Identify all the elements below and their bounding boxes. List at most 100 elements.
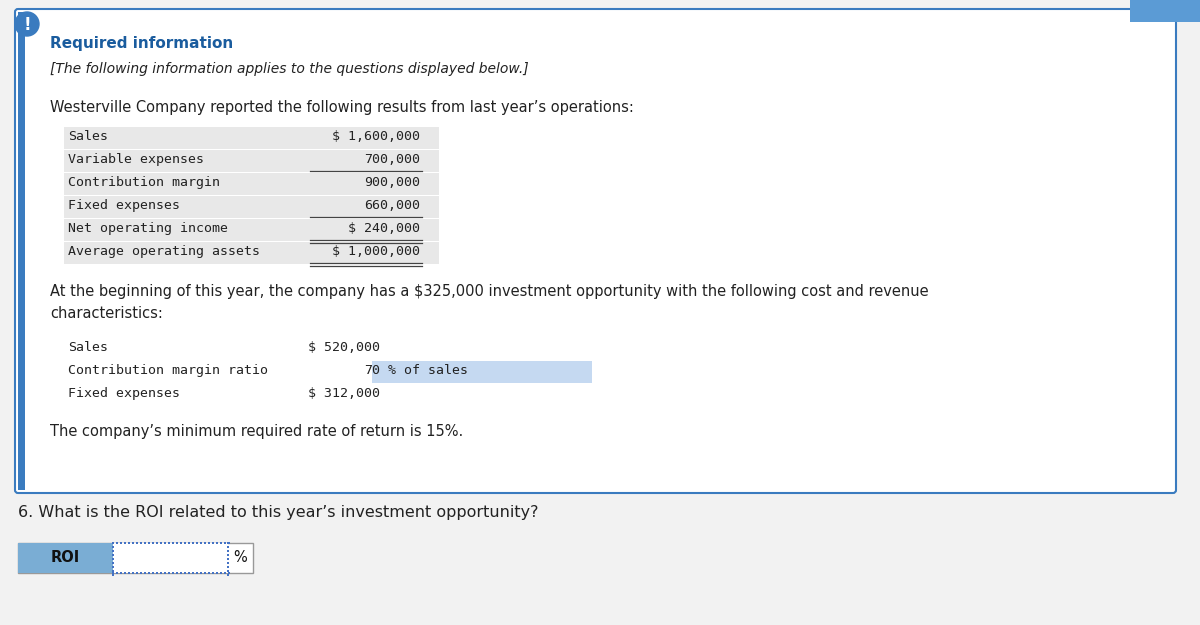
Text: ROI: ROI (50, 551, 80, 566)
Point (103, 566, 122, 576)
Text: Fixed expenses: Fixed expenses (68, 387, 180, 400)
Point (132, 568, 151, 578)
Point (103, 550, 122, 560)
Point (175, 568, 194, 578)
Point (204, 538, 223, 548)
Point (156, 538, 175, 548)
Point (112, 568, 131, 578)
Point (218, 558, 238, 568)
Bar (64, 219, 439, 241)
Point (184, 538, 203, 548)
Point (184, 568, 203, 578)
Point (151, 568, 170, 578)
Point (196, 568, 215, 578)
Point (168, 568, 187, 578)
Point (204, 568, 223, 578)
Point (180, 568, 199, 578)
Point (218, 538, 238, 548)
Point (187, 568, 206, 578)
FancyBboxPatch shape (14, 9, 1176, 493)
Text: Net operating income: Net operating income (68, 222, 228, 235)
Bar (64, 173, 439, 195)
Text: 700,000: 700,000 (364, 153, 420, 166)
Point (144, 568, 163, 578)
Text: 6. What is the ROI related to this year’s investment opportunity?: 6. What is the ROI related to this year’… (18, 505, 539, 520)
Point (148, 568, 167, 578)
Point (108, 568, 127, 578)
Point (156, 568, 175, 578)
Point (108, 538, 127, 548)
Bar (64, 150, 439, 172)
Text: %: % (234, 551, 247, 566)
Point (211, 538, 230, 548)
Text: $ 240,000: $ 240,000 (348, 222, 420, 235)
Point (192, 568, 211, 578)
Point (103, 538, 122, 548)
Text: 70: 70 (364, 364, 380, 377)
Bar (64, 242, 439, 264)
Point (103, 568, 122, 578)
Text: The company’s minimum required rate of return is 15%.: The company’s minimum required rate of r… (50, 424, 463, 439)
Point (127, 538, 146, 548)
Bar (113, 543, 228, 573)
Text: characteristics:: characteristics: (50, 306, 163, 321)
Point (211, 568, 230, 578)
Text: Sales: Sales (68, 341, 108, 354)
Text: [The following information applies to the questions displayed below.]: [The following information applies to th… (50, 62, 529, 76)
Text: $ 312,000: $ 312,000 (308, 387, 380, 400)
Point (218, 546, 238, 556)
Point (115, 568, 134, 578)
Point (192, 538, 211, 548)
Point (112, 538, 131, 548)
Text: 660,000: 660,000 (364, 199, 420, 212)
Point (124, 538, 143, 548)
Point (163, 568, 182, 578)
Bar (372, 361, 592, 383)
Point (172, 538, 191, 548)
Text: 900,000: 900,000 (364, 176, 420, 189)
Bar (1130, 0, 1200, 22)
Text: $ 1,600,000: $ 1,600,000 (332, 130, 420, 143)
Point (218, 570, 238, 580)
Point (208, 538, 227, 548)
Point (220, 568, 239, 578)
Point (196, 538, 215, 548)
Text: Contribution margin: Contribution margin (68, 176, 220, 189)
Point (103, 542, 122, 552)
Point (139, 538, 158, 548)
Bar (18, 543, 113, 573)
Point (103, 538, 122, 548)
Point (148, 538, 167, 548)
Bar (18, 543, 253, 573)
Text: Fixed expenses: Fixed expenses (68, 199, 180, 212)
Text: !: ! (23, 16, 31, 34)
Point (103, 570, 122, 580)
Text: $ 520,000: $ 520,000 (308, 341, 380, 354)
Point (160, 568, 179, 578)
Point (216, 568, 235, 578)
Bar (64, 127, 439, 149)
Text: $ 1,000,000: $ 1,000,000 (332, 245, 420, 258)
Point (124, 568, 143, 578)
Text: Westerville Company reported the following results from last year’s operations:: Westerville Company reported the followi… (50, 100, 634, 115)
Point (175, 538, 194, 548)
Point (115, 538, 134, 548)
Point (136, 568, 155, 578)
Point (120, 538, 139, 548)
Point (187, 538, 206, 548)
Point (160, 538, 179, 548)
Text: Contribution margin ratio: Contribution margin ratio (68, 364, 268, 377)
Point (168, 538, 187, 548)
Point (199, 568, 218, 578)
Point (218, 554, 238, 564)
Point (103, 546, 122, 556)
Point (220, 538, 239, 548)
Point (163, 538, 182, 548)
Text: Sales: Sales (68, 130, 108, 143)
Point (218, 542, 238, 552)
Bar (18, 12, 25, 490)
Point (103, 554, 122, 564)
Point (199, 538, 218, 548)
Point (136, 538, 155, 548)
Point (218, 550, 238, 560)
